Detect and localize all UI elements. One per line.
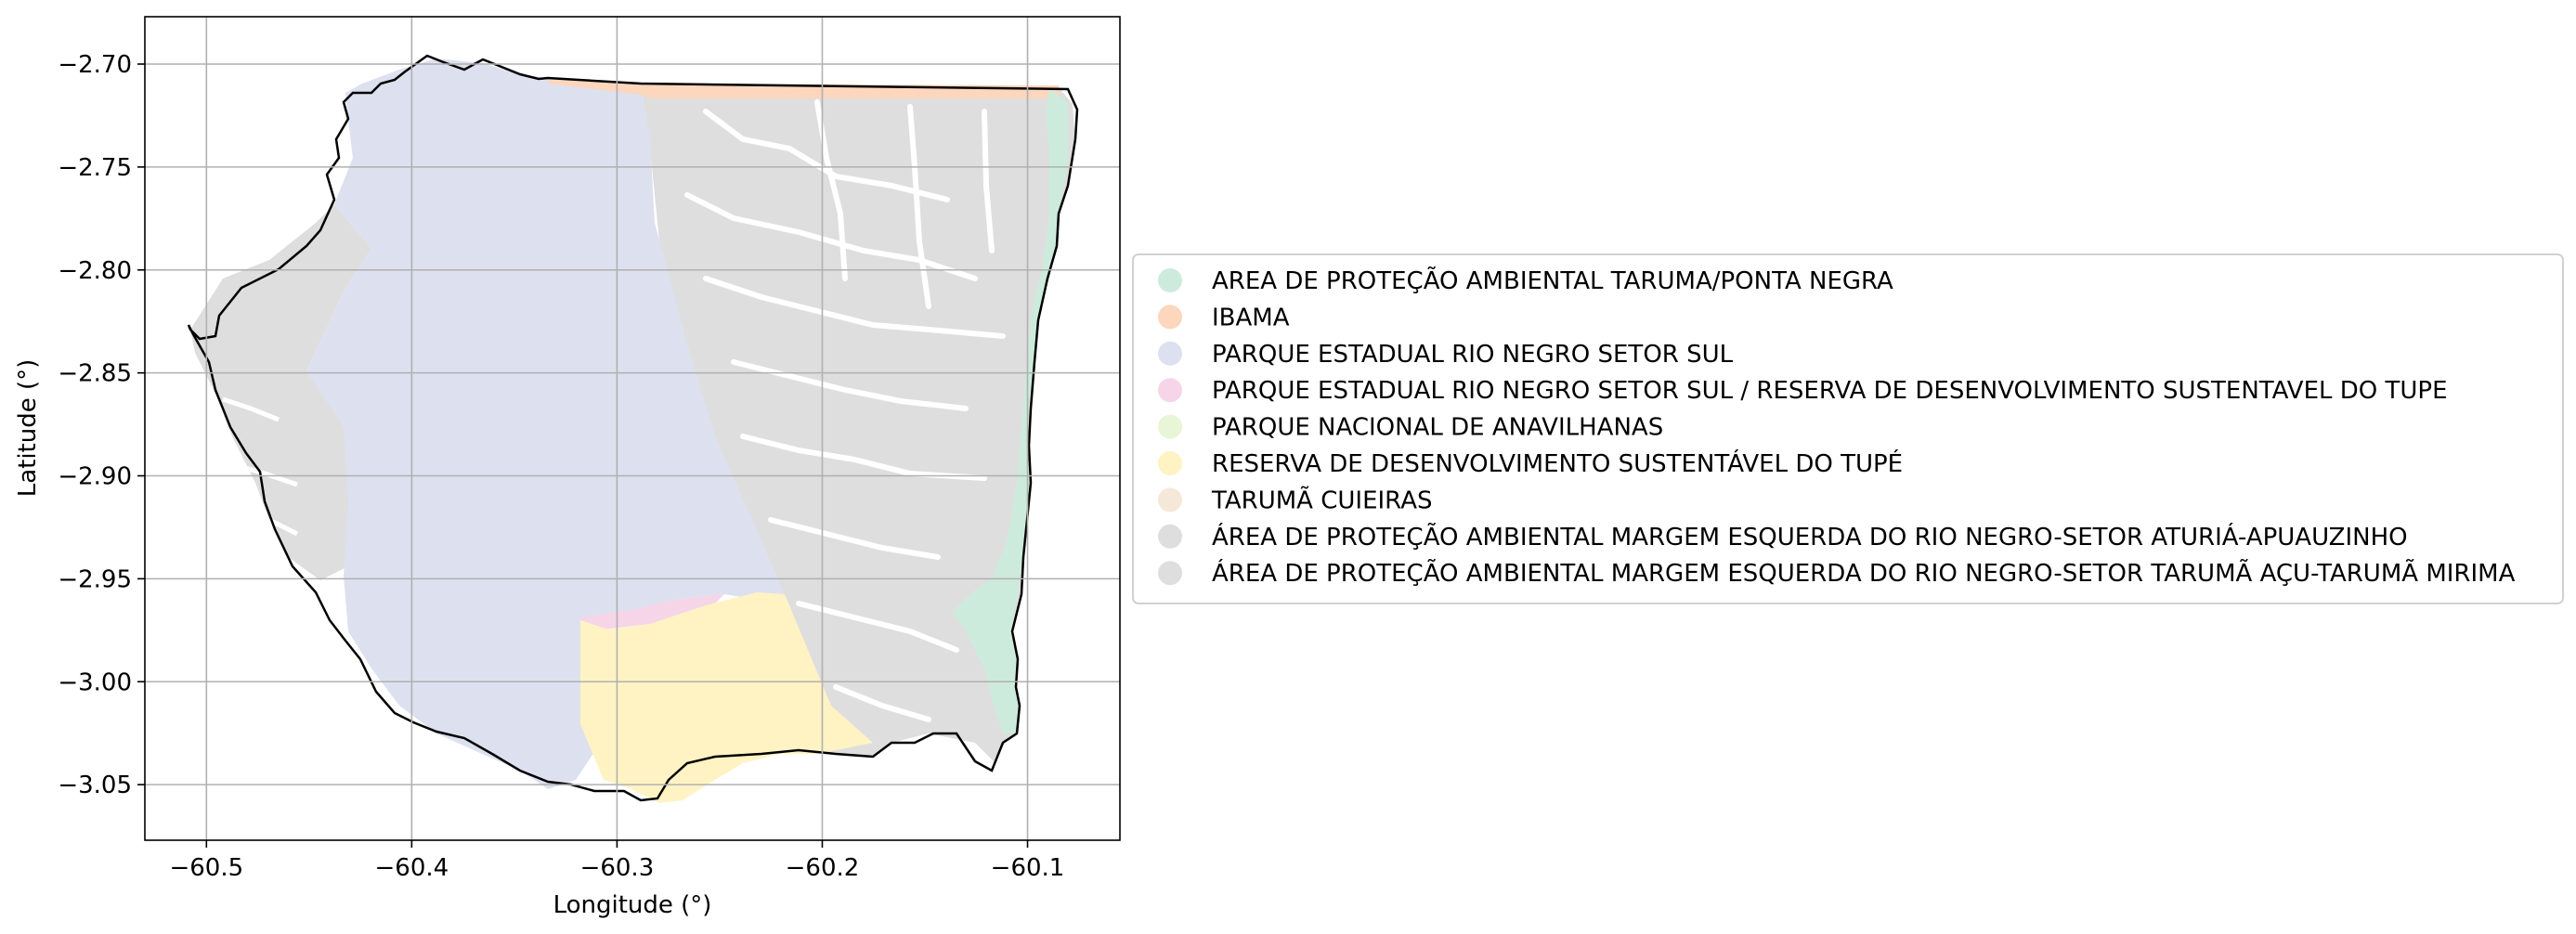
y-tick-label: −2.85: [58, 360, 132, 388]
legend-label: IBAMA: [1212, 304, 1290, 331]
legend-label: ÁREA DE PROTEÇÃO AMBIENTAL MARGEM ESQUER…: [1212, 522, 2408, 551]
legend-item: TARUMÃ CUIEIRAS: [1158, 485, 1432, 514]
legend-swatch: [1158, 487, 1182, 512]
legend-item: AREA DE PROTEÇÃO AMBIENTAL TARUMA/PONTA …: [1158, 266, 1893, 295]
y-tick-label: −2.70: [58, 51, 132, 79]
y-tick-label: −2.75: [58, 154, 132, 182]
y-tick-label: −2.95: [58, 565, 132, 593]
legend-label: AREA DE PROTEÇÃO AMBIENTAL TARUMA/PONTA …: [1212, 266, 1893, 295]
x-axis-label: Longitude (°): [553, 891, 712, 919]
y-tick-label: −2.90: [58, 463, 132, 491]
y-tick-label: −2.80: [58, 257, 132, 285]
legend-swatch: [1158, 341, 1182, 366]
y-axis-ticks: −2.70 −2.75 −2.80 −2.85 −2.90 −2.95 −3.00 −3.05: [58, 51, 145, 799]
legend-item: ÁREA DE PROTEÇÃO AMBIENTAL MARGEM ESQUER…: [1158, 558, 2516, 588]
ibama-zone: [548, 78, 1059, 98]
legend-swatch: [1158, 561, 1182, 586]
legend-item: PARQUE ESTADUAL RIO NEGRO SETOR SUL / RE…: [1158, 377, 2448, 405]
legend-swatch: [1158, 268, 1182, 292]
legend-label: RESERVA DE DESENVOLVIMENTO SUSTENTÁVEL D…: [1212, 448, 1903, 478]
legend-label: PARQUE NACIONAL DE ANAVILHANAS: [1212, 414, 1663, 442]
legend-item: PARQUE NACIONAL DE ANAVILHANAS: [1158, 414, 1663, 442]
y-tick-label: −3.05: [58, 772, 132, 799]
legend-label: PARQUE ESTADUAL RIO NEGRO SETOR SUL: [1212, 341, 1734, 369]
legend-swatch: [1158, 451, 1182, 475]
legend-item: IBAMA: [1158, 304, 1290, 331]
map-legend: AREA DE PROTEÇÃO AMBIENTAL TARUMA/PONTA …: [1132, 253, 2564, 604]
x-tick-label: −60.2: [786, 854, 860, 882]
legend-item: PARQUE ESTADUAL RIO NEGRO SETOR SUL: [1158, 341, 1734, 369]
map-plot-area: [187, 54, 1079, 803]
x-tick-label: −60.1: [991, 854, 1065, 882]
x-tick-label: −60.3: [580, 854, 655, 882]
legend-label: PARQUE ESTADUAL RIO NEGRO SETOR SUL / RE…: [1212, 377, 2448, 405]
legend-frame: [1132, 253, 2564, 604]
legend-item: RESERVA DE DESENVOLVIMENTO SUSTENTÁVEL D…: [1158, 448, 1903, 478]
apa-zone-west: [190, 204, 371, 580]
legend-swatch: [1158, 305, 1182, 330]
legend-label: ÁREA DE PROTEÇÃO AMBIENTAL MARGEM ESQUER…: [1212, 558, 2516, 588]
river-channels: [684, 99, 1006, 722]
x-tick-label: −60.4: [375, 854, 449, 882]
x-tick-label: −60.5: [169, 854, 243, 882]
apa-taruma-ponta-negra-zone: [952, 89, 1068, 733]
legend-swatch: [1158, 414, 1182, 439]
legend-item: ÁREA DE PROTEÇÃO AMBIENTAL MARGEM ESQUER…: [1158, 522, 2408, 551]
grid-lines: [145, 17, 1120, 840]
west-channels: [222, 396, 299, 537]
y-axis-label: Latitude (°): [14, 359, 42, 498]
legend-swatch: [1158, 524, 1182, 549]
legend-label: TARUMÃ CUIEIRAS: [1211, 485, 1432, 514]
parque-estadual-setor-sul-zone: [306, 58, 785, 789]
axes-frame: [144, 16, 1121, 841]
y-tick-label: −3.00: [58, 668, 132, 696]
legend-swatch: [1158, 378, 1182, 403]
x-axis-ticks: −60.5 −60.4 −60.3 −60.2 −60.1: [169, 840, 1064, 882]
study-area-boundary: [187, 54, 1079, 802]
